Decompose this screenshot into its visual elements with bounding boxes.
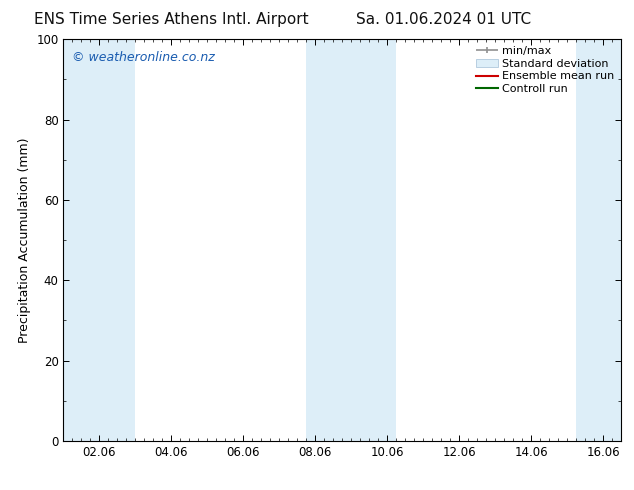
Bar xyxy=(576,39,621,441)
Bar xyxy=(100,39,136,441)
Bar xyxy=(351,39,396,441)
Text: ENS Time Series Athens Intl. Airport: ENS Time Series Athens Intl. Airport xyxy=(34,12,309,27)
Text: Sa. 01.06.2024 01 UTC: Sa. 01.06.2024 01 UTC xyxy=(356,12,531,27)
Y-axis label: Precipitation Accumulation (mm): Precipitation Accumulation (mm) xyxy=(18,137,30,343)
Legend: min/max, Standard deviation, Ensemble mean run, Controll run: min/max, Standard deviation, Ensemble me… xyxy=(471,42,619,98)
Text: © weatheronline.co.nz: © weatheronline.co.nz xyxy=(72,51,214,64)
Bar xyxy=(63,39,100,441)
Bar xyxy=(306,39,351,441)
